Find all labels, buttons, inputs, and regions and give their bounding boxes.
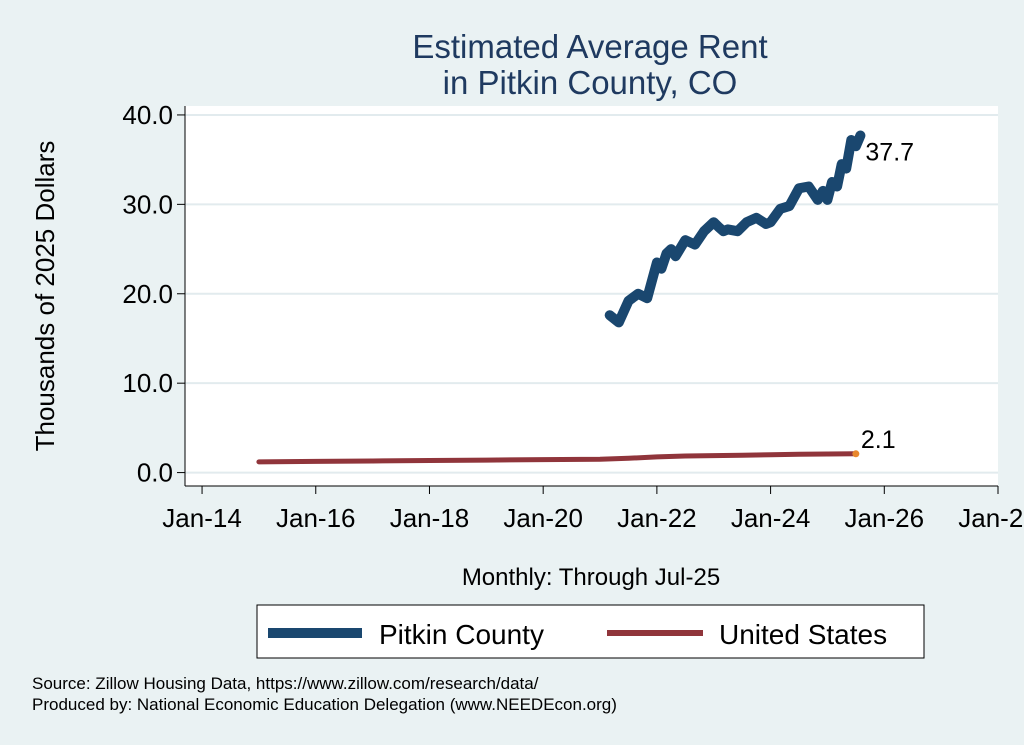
x-tick-label-jan-18: Jan-18 — [390, 503, 470, 533]
chart-title-line-2: in Pitkin County, CO — [443, 64, 738, 101]
end-label-united-states: 2.1 — [861, 426, 896, 454]
y-axis-ticks: 0.0 10.0 20.0 30.0 40.0 — [122, 100, 185, 488]
y-axis-title: Thousands of 2025 Dollars — [30, 141, 60, 452]
x-axis-title: Monthly: Through Jul-25 — [462, 564, 720, 591]
y-tick-label-0-0: 0.0 — [137, 458, 173, 488]
y-tick-label-20-0: 20.0 — [122, 279, 173, 309]
end-marker-united-states — [852, 450, 860, 458]
plot-area — [185, 106, 998, 486]
x-tick-label-jan-24: Jan-24 — [731, 503, 811, 533]
y-tick-label-40-0: 40.0 — [122, 100, 173, 130]
x-axis-ticks: Jan-14 Jan-16 Jan-18 Jan-20 Jan-22 Jan-24 Jan-… — [162, 486, 1024, 533]
chart-title-line-1: Estimated Average Rent — [412, 28, 767, 65]
x-tick-label-jan-26: Jan-26 — [845, 503, 925, 533]
x-tick-label-jan-16: Jan-16 — [276, 503, 356, 533]
legend-label-united-states: United States — [719, 619, 887, 650]
x-tick-label-jan-14: Jan-14 — [162, 503, 242, 533]
x-tick-label-jan-22: Jan-22 — [617, 503, 697, 533]
x-tick-label-jan-28: Jan-28 — [958, 503, 1024, 533]
series-layer: 37.7 2.1 — [256, 130, 914, 465]
legend-label-pitkin-county: Pitkin County — [379, 619, 544, 650]
producer-note: Produced by: National Economic Education… — [32, 695, 617, 714]
legend-box — [256, 604, 925, 659]
gridlines — [185, 113, 998, 474]
series-line-united-states — [256, 451, 859, 465]
y-tick-label-10-0: 10.0 — [122, 368, 173, 398]
x-tick-label-jan-20: Jan-20 — [503, 503, 583, 533]
y-tick-label-30-0: 30.0 — [122, 189, 173, 219]
series-line-pitkin-county — [604, 130, 866, 328]
source-note: Source: Zillow Housing Data, https://www… — [32, 674, 539, 693]
end-label-pitkin-county: 37.7 — [865, 139, 914, 167]
